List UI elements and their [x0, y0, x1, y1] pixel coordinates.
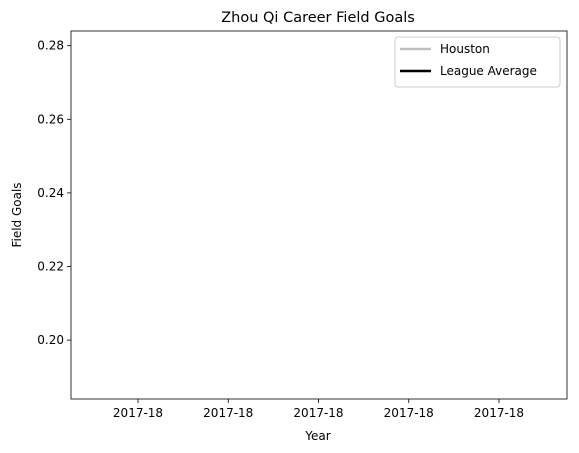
legend-label-league-average: League Average [440, 64, 537, 78]
y-tick-label: 0.20 [37, 333, 64, 347]
x-tick-label: 2017-18 [384, 406, 434, 420]
y-axis-label: Field Goals [10, 182, 24, 247]
y-tick-label: 0.22 [37, 260, 64, 274]
x-axis-label: Year [304, 429, 330, 443]
legend-label-houston: Houston [440, 42, 490, 56]
chart-title: Zhou Qi Career Field Goals [221, 10, 415, 26]
plot-frame [70, 30, 568, 400]
x-tick-label: 2017-18 [113, 406, 163, 420]
x-tick-label: 2017-18 [203, 406, 253, 420]
x-tick-label: 2017-18 [293, 406, 343, 420]
legend-box [394, 36, 561, 88]
x-axis-ticks: 2017-18 2017-18 2017-18 2017-18 2017-18 [113, 399, 524, 420]
y-axis-ticks: 0.20 0.22 0.24 0.26 0.28 [37, 39, 71, 347]
x-tick-label: 2017-18 [474, 406, 524, 420]
legend: Houston League Average [394, 36, 561, 88]
y-tick-label: 0.26 [37, 112, 64, 126]
y-tick-label: 0.24 [37, 186, 64, 200]
y-tick-label: 0.28 [37, 39, 64, 53]
